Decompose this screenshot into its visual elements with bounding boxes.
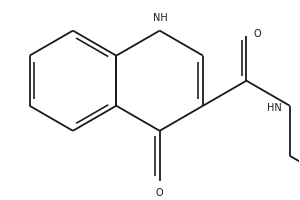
Text: HN: HN (267, 103, 282, 113)
Text: O: O (156, 188, 164, 198)
Text: NH: NH (153, 13, 168, 23)
Text: O: O (253, 29, 261, 39)
